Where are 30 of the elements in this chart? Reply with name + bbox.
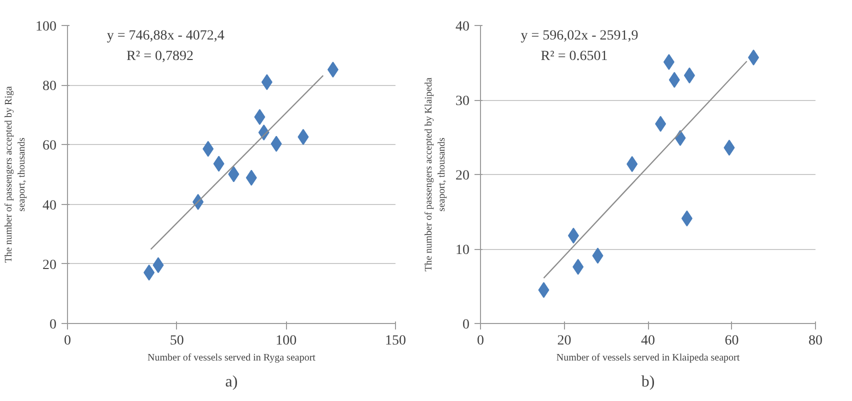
y-axis-title: The number of passengers accepted by Riga seaport, thousands: [3, 86, 28, 263]
x-tick-label: 40: [641, 334, 655, 348]
y-tick-label: 40: [456, 20, 470, 34]
x-tick-label: 0: [477, 334, 484, 348]
y-tick-label: 20: [456, 168, 470, 184]
x-axis-title: Number of vessels served in Ryga seaport: [148, 352, 316, 364]
x-tick-label: 150: [385, 334, 406, 348]
annotation: R² = 0,7892: [126, 49, 194, 64]
annotation: R² = 0.6501: [540, 49, 608, 64]
x-tick-label: 60: [724, 334, 739, 348]
y-tick-label: 40: [42, 198, 56, 214]
text: a): [225, 374, 238, 390]
x-tick-label: 20: [557, 334, 572, 348]
y-tick-label: 10: [456, 243, 470, 258]
y-axis-title: The number of passengers accepted by Klaipeda seaport, thousands: [423, 77, 448, 272]
y-tick-label: 30: [456, 94, 470, 109]
text: b): [641, 374, 655, 390]
y-tick-label: 20: [42, 258, 56, 273]
x-tick-label: 0: [64, 334, 71, 348]
y-tick-label: 80: [42, 79, 56, 94]
annotation: y = 596,02x - 2591,9: [520, 28, 638, 44]
annotation: y = 746,88x - 4072,4: [106, 28, 224, 44]
x-tick-label: 100: [276, 334, 297, 348]
y-tick-label: 60: [42, 138, 56, 154]
x-tick-label: 50: [170, 334, 184, 348]
x-axis-title: Number of vessels served in Klaipeda seaport: [556, 352, 740, 364]
x-tick-label: 80: [808, 334, 822, 348]
y-tick-label: 0: [462, 318, 470, 332]
y-tick-label: 100: [36, 20, 56, 34]
y-tick-label: 0: [50, 318, 56, 332]
